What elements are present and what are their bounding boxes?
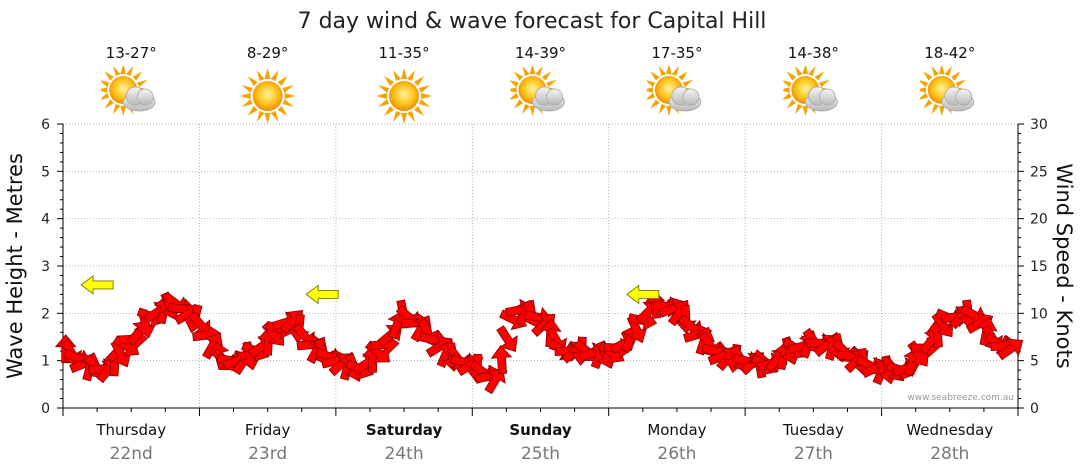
wave-arrow xyxy=(626,284,660,305)
right-tick-label: 0 xyxy=(1030,401,1039,417)
partly-cloudy-icon xyxy=(916,64,974,116)
right-tick-label: 25 xyxy=(1030,164,1048,180)
right-tick-label: 10 xyxy=(1030,306,1048,322)
sun-icon xyxy=(239,68,296,124)
partly-cloudy-icon xyxy=(643,64,701,116)
wind-arrows xyxy=(54,289,1024,395)
wind-arrow xyxy=(496,325,518,352)
left-tick-label: 3 xyxy=(41,259,50,275)
left-tick-label: 2 xyxy=(41,306,50,322)
partly-cloudy-icon xyxy=(506,64,564,116)
day-date-label: 23rd xyxy=(248,444,287,464)
weather-icons: 13-27° 8-29° 11-35° 14-39° 17-35° 14-38° 18-42… xyxy=(97,44,975,124)
left-tick-label: 5 xyxy=(41,164,50,180)
day-name-label: Wednesday xyxy=(906,421,993,439)
left-axis-title: Wave Height - Metres xyxy=(3,153,27,379)
day-date-label: 26th xyxy=(657,444,696,464)
temperature-label: 17-35° xyxy=(651,44,702,62)
right-tick-label: 20 xyxy=(1030,212,1048,228)
day-name-label: Friday xyxy=(245,421,291,439)
day-name-label: Monday xyxy=(647,421,706,439)
day-labels: Thursday 22nd Friday 23rd Saturday 24th Sunday… xyxy=(95,421,993,464)
wind-arrow xyxy=(931,311,954,338)
temperature-label: 14-38° xyxy=(788,44,839,62)
wave-arrow xyxy=(305,284,339,305)
day-date-label: 24th xyxy=(385,444,424,464)
day-name-label: Tuesday xyxy=(782,421,844,439)
partly-cloudy-icon xyxy=(779,64,837,116)
left-tick-label: 1 xyxy=(41,354,50,370)
credit-text: www.seabreeze.com.au xyxy=(907,393,1014,403)
wind-arrow xyxy=(996,338,1024,361)
sun-icon xyxy=(376,68,433,124)
right-tick-label: 30 xyxy=(1030,117,1048,133)
left-tick-label: 0 xyxy=(41,401,50,417)
temperature-label: 14-39° xyxy=(515,44,566,62)
temperature-label: 13-27° xyxy=(106,44,157,62)
day-date-label: 22nd xyxy=(110,444,153,464)
left-tick-label: 4 xyxy=(41,212,50,228)
wave-arrows xyxy=(80,274,660,305)
wind-arrow xyxy=(490,345,513,375)
day-name-label: Sunday xyxy=(509,421,572,439)
temperature-label: 8-29° xyxy=(247,44,289,62)
right-tick-label: 15 xyxy=(1030,259,1048,275)
wave-arrow xyxy=(80,274,114,295)
temperature-label: 18-42° xyxy=(924,44,975,62)
day-date-label: 25th xyxy=(521,444,560,464)
day-date-label: 28th xyxy=(930,444,969,464)
right-tick-label: 5 xyxy=(1030,354,1039,370)
right-axis-title: Wind Speed - Knots xyxy=(1052,163,1076,368)
left-tick-label: 6 xyxy=(41,117,50,133)
temperature-label: 11-35° xyxy=(379,44,430,62)
grid-lines xyxy=(63,123,1018,408)
wind-arrow xyxy=(202,332,224,360)
axes: 0 1 2 3 4 5 6 0 5 10 15 20 25 30 xyxy=(41,117,1048,417)
chart-title: 7 day wind & wave forecast for Capital H… xyxy=(298,9,767,34)
day-name-label: Thursday xyxy=(95,421,166,439)
day-name-label: Saturday xyxy=(366,421,443,439)
day-date-label: 27th xyxy=(794,444,833,464)
partly-cloudy-icon xyxy=(97,64,155,116)
